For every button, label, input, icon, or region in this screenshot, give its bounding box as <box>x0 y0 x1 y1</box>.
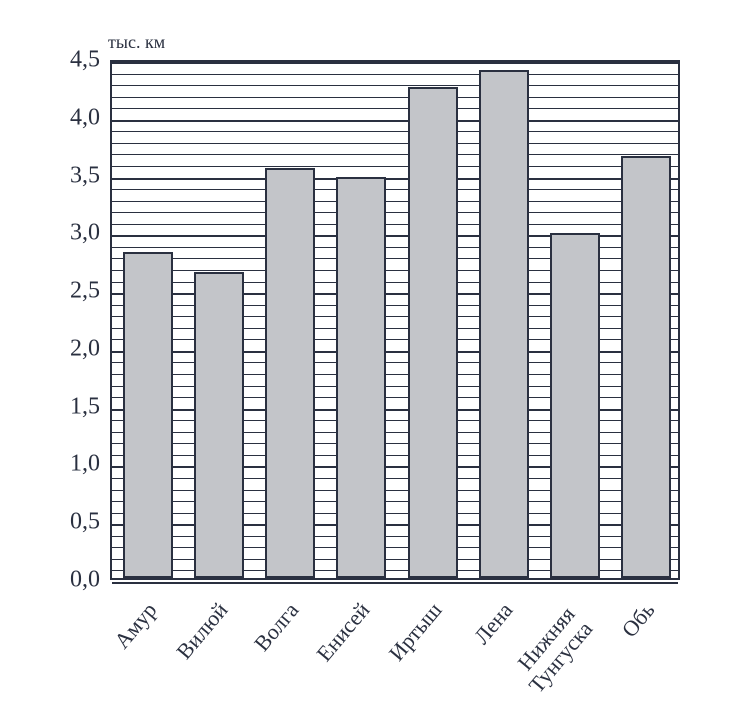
gridline-minor <box>112 85 678 86</box>
y-tick-label: 3,0 <box>50 220 100 247</box>
plot-area <box>110 60 680 580</box>
gridline-major <box>112 62 678 64</box>
gridline-major <box>112 178 678 180</box>
y-tick-label: 4,0 <box>50 104 100 131</box>
gridline-minor <box>112 97 678 98</box>
bar <box>336 177 386 578</box>
x-tick-label: Амур <box>109 598 160 653</box>
y-tick-label: 2,5 <box>50 278 100 305</box>
y-tick-label: 0,0 <box>50 567 100 594</box>
y-tick-label: 1,5 <box>50 393 100 420</box>
x-tick-label: Енисей <box>312 598 374 665</box>
gridline-minor <box>112 143 678 144</box>
bar <box>621 156 671 578</box>
gridline-minor <box>112 108 678 109</box>
y-tick-label: 2,0 <box>50 335 100 362</box>
y-axis-title: тыс. км <box>108 32 165 53</box>
bar <box>479 70 529 578</box>
x-tick-label: Лена <box>469 598 516 648</box>
gridline-minor <box>112 201 678 202</box>
y-tick-label: 3,5 <box>50 162 100 189</box>
x-tick-label: Вилюй <box>172 598 232 663</box>
gridline-minor <box>112 189 678 190</box>
y-tick-label: 4,5 <box>50 47 100 74</box>
bar <box>194 272 244 578</box>
bar-chart: тыс. км 0,0 0,5 1,0 1,5 2,0 2,5 3,0 3,5 4,0 4,5 Ам… <box>0 0 750 717</box>
bar <box>408 87 458 578</box>
gridline-major <box>112 582 678 584</box>
gridline-minor <box>112 224 678 225</box>
x-tick-label: Обь <box>618 598 660 641</box>
y-tick-label: 0,5 <box>50 509 100 536</box>
bar <box>123 252 173 578</box>
y-tick-label: 1,0 <box>50 451 100 478</box>
x-tick-label: Иртыш <box>384 598 445 665</box>
gridline-minor <box>112 212 678 213</box>
gridline-major <box>112 120 678 122</box>
gridline-minor <box>112 154 678 155</box>
x-tick-label: Нижняя Тунгуска <box>507 602 597 697</box>
gridline-minor <box>112 74 678 75</box>
gridline-minor <box>112 166 678 167</box>
x-tick-label: Волга <box>250 598 303 655</box>
bar <box>550 233 600 579</box>
gridline-minor <box>112 131 678 132</box>
bar <box>265 168 315 578</box>
